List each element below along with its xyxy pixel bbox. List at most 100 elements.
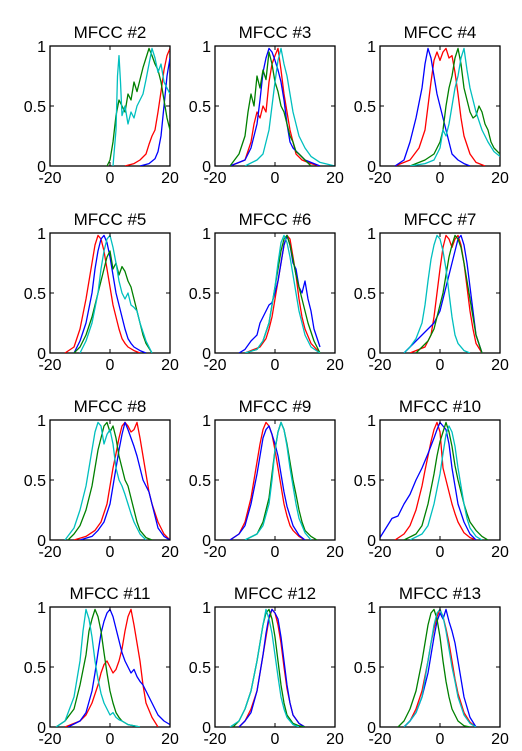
axes-box [214,606,336,728]
y-tick-label: 0.5 [354,99,376,116]
x-tick-label: 0 [436,357,445,374]
subplot-2: MFCC #300.51-20 0 20 [189,23,344,187]
series-cyan-line [112,47,170,166]
y-tick-label: 1 [367,600,376,617]
x-tick-label: 20 [491,731,509,748]
y-tick-label: 0.5 [189,99,211,116]
series-group [55,608,170,727]
series-green-line [415,234,483,353]
x-tick-label: 20 [491,170,509,187]
y-tick-label: 0 [367,159,376,176]
x-tick-label: 20 [326,170,344,187]
x-tick-label: 20 [326,544,344,561]
y-tick-label: 1 [367,413,376,430]
x-tick-label: -20 [368,357,391,374]
x-tick-label: 0 [106,544,115,561]
series-group [106,47,170,166]
series-blue-line [403,234,483,353]
series-group [64,234,153,353]
series-red-line [64,234,141,353]
series-group [229,608,306,727]
subplot-title: MFCC #9 [239,397,312,416]
y-tick-label: 1 [202,413,211,430]
subplot-6: MFCC #700.51-20 0 20 [354,210,509,374]
x-tick-label: 20 [161,170,179,187]
x-tick-label: 0 [106,357,115,374]
series-blue-line [229,47,321,166]
x-tick-label: 0 [271,731,280,748]
series-green-line [106,47,170,166]
y-tick-label: 1 [37,413,46,430]
subplot-3: MFCC #400.51-20 0 20 [354,23,509,187]
y-tick-label: 1 [37,226,46,243]
series-cyan-line [244,47,335,166]
y-tick-label: 0 [37,720,46,737]
subplot-title: MFCC #4 [404,23,477,42]
x-tick-label: 0 [436,544,445,561]
y-tick-label: 0 [37,159,46,176]
series-group [403,234,483,353]
x-tick-label: -20 [38,544,61,561]
y-tick-label: 1 [367,226,376,243]
axes-box [214,45,336,167]
x-tick-label: 0 [271,357,280,374]
series-green-line [67,421,153,540]
series-blue-line [238,234,321,353]
series-cyan-line [229,608,300,727]
series-group [394,47,500,166]
series-cyan-line [403,234,471,353]
series-cyan-line [409,47,500,166]
y-tick-label: 0.5 [189,660,211,677]
axes-box [379,606,501,728]
x-tick-label: -20 [368,544,391,561]
x-tick-label: -20 [203,357,226,374]
series-blue-line [67,608,170,727]
y-tick-label: 0 [37,346,46,363]
y-tick-label: 1 [37,600,46,617]
series-cyan-line [409,425,483,540]
x-tick-label: 20 [161,544,179,561]
series-blue-line [79,421,170,540]
subplot-title: MFCC #8 [74,397,147,416]
y-tick-label: 0 [202,720,211,737]
subplot-title: MFCC #13 [399,584,481,603]
x-tick-label: 0 [106,170,115,187]
subplot-title: MFCC #6 [239,210,312,229]
series-green-line [229,51,312,166]
x-tick-label: -20 [368,170,391,187]
y-tick-label: 0.5 [189,473,211,490]
y-tick-label: 1 [202,600,211,617]
y-tick-label: 0 [202,159,211,176]
x-tick-label: 20 [491,357,509,374]
series-group [238,234,321,353]
y-tick-label: 0.5 [24,286,46,303]
y-tick-label: 0.5 [24,660,46,677]
y-tick-label: 0.5 [354,286,376,303]
series-cyan-line [55,608,141,727]
y-tick-label: 1 [37,39,46,56]
y-tick-label: 0.5 [189,286,211,303]
series-group [229,47,335,166]
y-tick-label: 0 [367,720,376,737]
series-blue-line [380,421,477,540]
subplot-title: MFCC #7 [404,210,477,229]
series-blue-line [139,57,170,166]
subplot-7: MFCC #800.51-20 0 20 [24,397,179,561]
series-green-line [397,608,471,727]
y-tick-label: 1 [202,226,211,243]
axes-box [214,419,336,541]
series-group [229,421,318,540]
subplot-8: MFCC #900.51-20 0 20 [189,397,344,561]
x-tick-label: -20 [38,357,61,374]
y-tick-label: 0.5 [24,99,46,116]
y-tick-label: 1 [367,39,376,56]
x-tick-label: -20 [203,544,226,561]
axes-box [379,232,501,354]
series-cyan-line [79,234,153,353]
x-tick-label: -20 [368,731,391,748]
y-tick-label: 0 [367,346,376,363]
